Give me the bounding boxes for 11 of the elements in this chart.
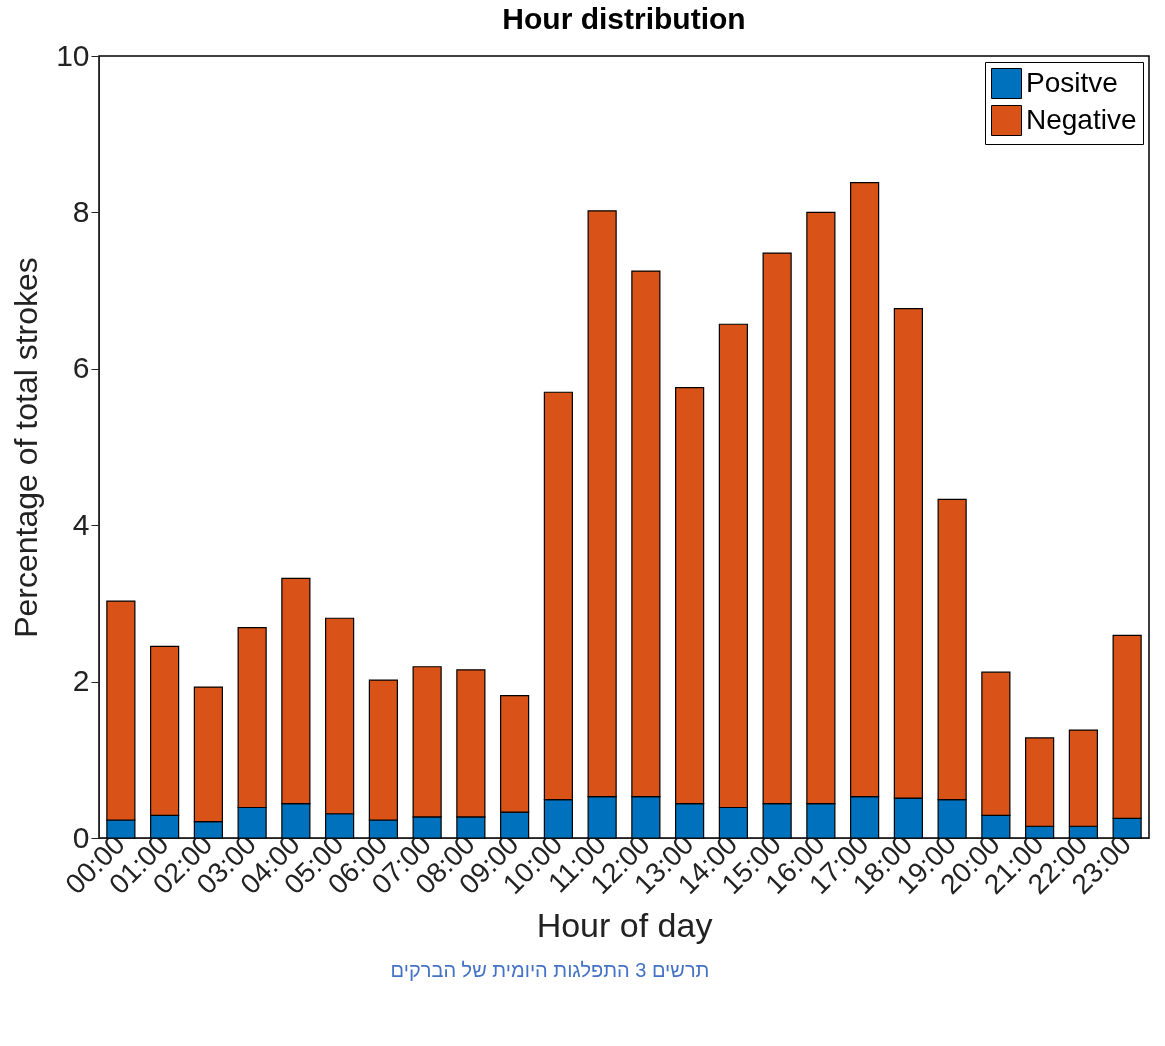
y-tick-label: 2	[72, 664, 90, 698]
y-tick-label: 6	[72, 351, 90, 385]
chart-title: Hour distribution	[502, 2, 746, 35]
x-axis-title: Hour of day	[536, 905, 713, 944]
y-tick-label: 10	[56, 38, 90, 72]
y-axis-title: Percentage of total strokes	[8, 257, 45, 638]
legend-label: Negative	[1026, 103, 1137, 135]
text: תרשים 3 התפלגות היומית של הברקים	[389, 959, 711, 982]
y-tick-label: 8	[72, 194, 90, 228]
legend-label: Positve	[1026, 66, 1118, 98]
y-tick-label: 4	[72, 507, 90, 541]
